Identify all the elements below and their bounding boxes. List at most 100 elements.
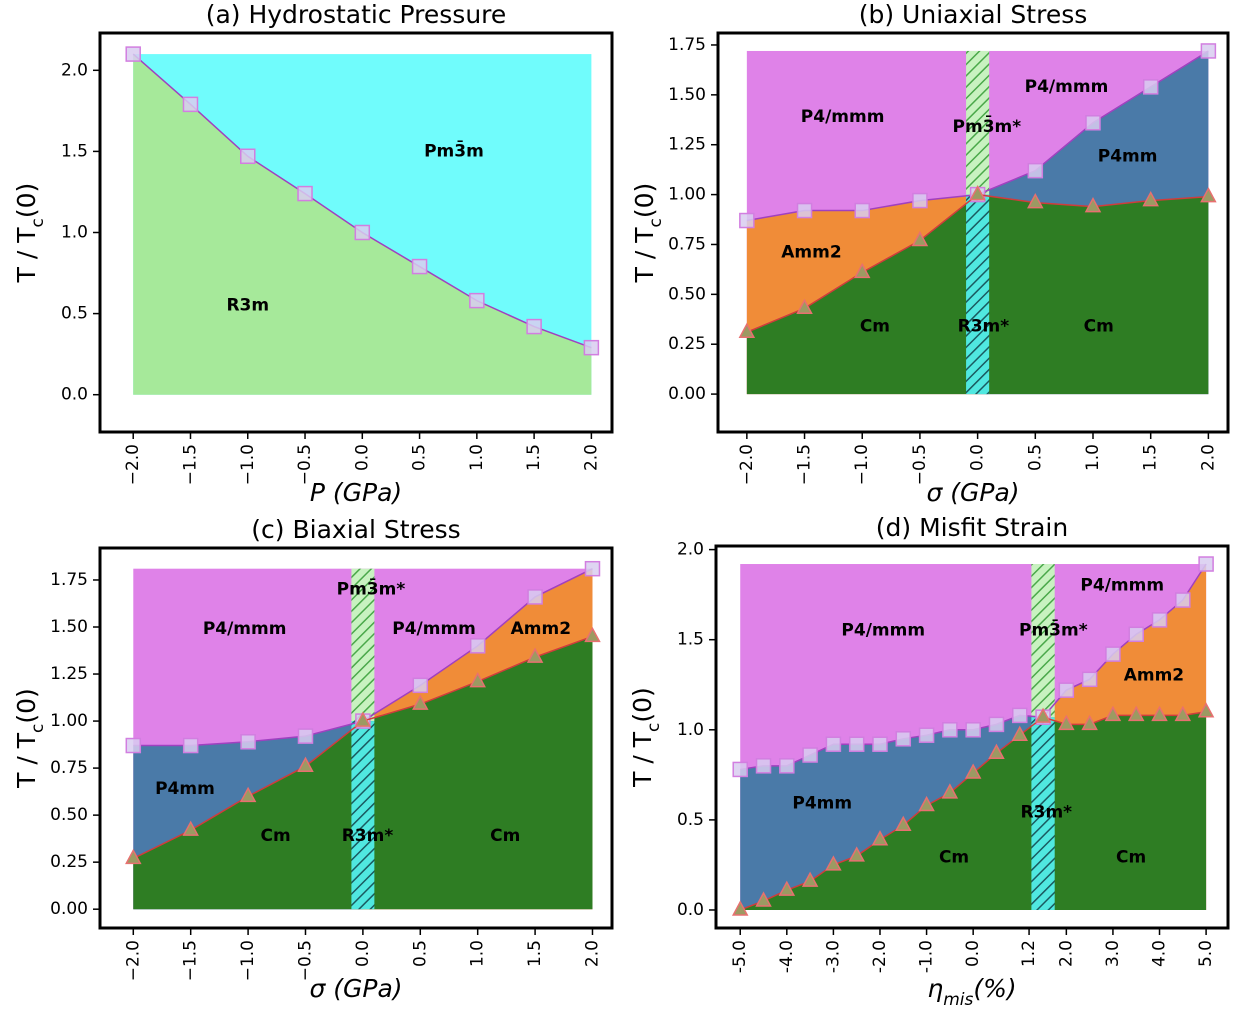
y-tick-label: 0.25 [50,852,88,872]
square-marker [1142,79,1159,95]
square-marker [527,589,543,605]
x-tick-label: 5.0 [1196,940,1216,967]
y-tick-label: 0.00 [668,384,706,404]
square-marker [125,737,142,754]
triangle-marker [801,871,819,887]
label-part: (0) [628,687,657,722]
x-tick-label: −0.5 [295,444,315,485]
triangle-marker [969,185,986,201]
x-tick-label: −0.5 [910,444,930,485]
x-tick-label: 0.5 [410,940,430,967]
panel: Pm3̄m R3m −2.0 −1.5 −1.0 −0.5 0.0 0.5 1.0 1.5 2.0 0… [12,0,614,507]
square-marker [412,677,429,694]
band-lower [966,194,990,395]
label-part: (0) [12,688,41,723]
region-label: R3m* [958,316,1010,336]
square-marker [411,258,428,275]
triangle-marker [911,230,929,247]
y-tick-label: 1.25 [50,664,88,684]
triangle-marker [469,671,486,688]
triangle-marker [895,815,912,832]
region-label: P4/mmm [1025,77,1109,97]
square-marker [1128,626,1144,643]
x-tick-label: 2.0 [582,940,602,967]
square-marker [240,734,256,750]
label-subscript: c [28,218,48,227]
y-tick-label: 1.5 [61,141,88,161]
y-tick-label: 1.0 [677,720,704,740]
square-marker [918,727,935,743]
square-marker [848,736,865,752]
region-label: R3m* [1021,803,1073,823]
panel: P4/mmm Pm3̄m* P4/mmm Amm2 P4mm Cm R3m* Cm -5.0 -4… [628,513,1230,1010]
x-tick-label: 0.0 [963,940,983,967]
triangle-marker [848,846,865,862]
y-tick-label: 0.50 [668,284,706,304]
square-marker [1200,43,1217,59]
y-tick-label: 0.50 [50,805,88,825]
region-label: Amm2 [511,619,571,639]
panel: P4/mmm Pm3̄m* P4/mmm Amm2 P4mm Cm R3m* Cm −2.0 −1… [12,515,614,1003]
label-subscript: mis [943,990,973,1010]
x-tick-label: 1.5 [525,940,545,967]
triangle-marker [584,626,601,643]
y-tick-label: 1.5 [677,630,704,650]
square-marker [1198,556,1214,572]
label-part: T / T [630,227,659,284]
region-label: Amm2 [781,242,841,262]
x-tick-label: −1.5 [181,940,201,981]
region-label: Cm [1116,848,1146,868]
square-marker [297,728,314,744]
square-marker [584,560,601,577]
triangle-marker [1081,714,1098,731]
x-tick-label: 0.0 [352,444,372,471]
square-marker [297,185,313,202]
region-label: P4/mmm [392,619,476,639]
triangle-marker [412,694,429,710]
y-tick-label: 0.00 [50,899,88,919]
x-axis-label: σ (GPa) [309,974,402,1003]
triangle-marker [755,891,772,907]
square-marker [1085,115,1101,131]
x-tick-label: 2.0 [581,444,601,471]
x-tick-label: 3.0 [1103,940,1123,967]
square-marker [942,722,958,738]
y-axis-label: T / Tc(0) [628,687,664,788]
triangle-marker [1058,714,1075,731]
region-label: Pm3̄m* [337,577,406,599]
x-tick-label: -3.0 [823,940,843,973]
y-tick-label: 1.75 [668,35,706,55]
y-tick-label: 1.0 [61,223,88,243]
triangle-marker [1200,187,1217,203]
triangle-marker [354,711,372,727]
y-tick-label: 1.50 [50,617,88,637]
triangle-marker [1011,725,1029,741]
triangle-marker [738,322,756,338]
band-upper [1031,564,1055,718]
x-tick-label: −1.0 [852,444,872,485]
label-part: T / T [628,731,657,788]
y-tick-label: 1.25 [668,135,706,155]
region-label: P4mm [1098,147,1158,167]
triangle-marker [853,262,871,279]
triangle-marker [796,298,813,315]
x-tick-label: 0.0 [353,940,373,967]
square-marker [854,202,870,219]
x-tick-label: -1.0 [917,940,937,973]
square-marker [912,192,928,209]
triangle-marker [1174,705,1192,722]
y-tick-label: 0.75 [50,758,88,778]
square-marker [583,339,600,356]
x-tick-label: 1.0 [468,940,488,967]
region-label: Pm3̄m* [953,115,1022,137]
y-axis-label: T / Tc(0) [12,688,48,789]
region-left [133,54,592,395]
region-label: P4mm [792,794,852,814]
region-label: Amm2 [1124,666,1184,686]
y-tick-label: 1.50 [668,85,706,105]
square-marker [965,722,981,738]
label-part: (0) [630,183,659,218]
triangle-marker [1027,192,1044,209]
square-marker [469,292,485,309]
